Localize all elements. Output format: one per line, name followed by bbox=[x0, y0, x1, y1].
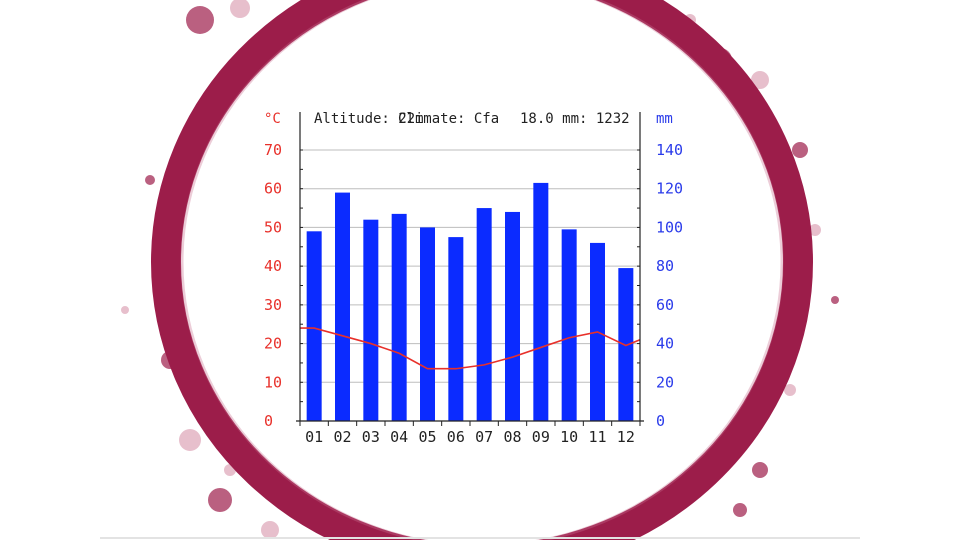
left-tick-label: 50 bbox=[264, 218, 282, 236]
left-tick-label: 70 bbox=[264, 141, 282, 159]
precipitation-bar bbox=[363, 219, 379, 421]
paint-splatter bbox=[230, 0, 250, 18]
precipitation-bar bbox=[533, 182, 549, 421]
left-tick-label: 60 bbox=[264, 180, 282, 198]
paint-splatter bbox=[186, 6, 214, 34]
left-tick-label: 0 bbox=[264, 412, 273, 430]
paint-splatter bbox=[784, 384, 796, 396]
paint-splatter bbox=[733, 503, 747, 517]
paint-splatter bbox=[831, 296, 839, 304]
x-tick-label: 12 bbox=[617, 428, 635, 446]
precipitation-bar bbox=[561, 229, 577, 421]
x-tick-label: 09 bbox=[532, 428, 550, 446]
x-axis-ticks: 01 02 03 04 05 06 07 08 09 10 11 12 bbox=[305, 428, 635, 446]
left-tick-label: 20 bbox=[264, 335, 282, 353]
x-tick-label: 04 bbox=[390, 428, 408, 446]
precipitation-bar bbox=[476, 208, 492, 421]
precipitation-bar bbox=[420, 227, 435, 421]
x-tick-label: 10 bbox=[560, 428, 578, 446]
paint-splatter bbox=[751, 71, 769, 89]
x-tick-label: 01 bbox=[305, 428, 323, 446]
climate-label: Climate: Cfa bbox=[398, 111, 499, 127]
grid-lines bbox=[300, 149, 640, 383]
left-tick-label: 10 bbox=[264, 373, 282, 391]
left-tick-label: 30 bbox=[264, 296, 282, 314]
left-tick-label: 40 bbox=[264, 257, 282, 275]
x-tick-label: 11 bbox=[588, 428, 606, 446]
precipitation-bar bbox=[505, 211, 520, 421]
precipitation-bar bbox=[306, 231, 322, 421]
x-tick-label: 05 bbox=[418, 428, 436, 446]
altitude-label: Altitude: 22m bbox=[314, 111, 424, 127]
x-tick-label: 03 bbox=[362, 428, 380, 446]
precipitation-bar bbox=[618, 268, 634, 421]
right-tick-label: 60 bbox=[656, 296, 674, 314]
paint-splatter bbox=[208, 488, 232, 512]
precipitation-bar bbox=[335, 192, 350, 421]
left-axis-ticks: 0 10 20 30 40 50 60 70 bbox=[264, 141, 282, 430]
right-tick-label: 20 bbox=[656, 373, 674, 391]
precipitation-bar bbox=[391, 213, 407, 421]
paint-splatter bbox=[145, 175, 155, 185]
right-axis-ticks: 0 20 40 60 80 100 120 140 bbox=[656, 141, 683, 430]
paint-splatter bbox=[792, 142, 808, 158]
left-axis-unit: °C bbox=[264, 111, 281, 127]
paint-splatter bbox=[752, 462, 768, 478]
precipitation-bar bbox=[448, 237, 464, 421]
precipitation-bars bbox=[306, 182, 634, 421]
right-tick-label: 40 bbox=[656, 335, 674, 353]
paint-splatter bbox=[179, 429, 201, 451]
axes bbox=[296, 112, 644, 426]
right-tick-label: 80 bbox=[656, 257, 674, 275]
paint-splatter bbox=[261, 521, 279, 539]
ring-outer-band bbox=[151, 0, 813, 540]
right-tick-label: 100 bbox=[656, 218, 683, 236]
x-tick-label: 07 bbox=[475, 428, 493, 446]
right-tick-label: 120 bbox=[656, 180, 683, 198]
x-tick-label: 06 bbox=[447, 428, 465, 446]
ring-inner-edge bbox=[180, 0, 784, 540]
x-tick-label: 02 bbox=[333, 428, 351, 446]
right-tick-label: 140 bbox=[656, 141, 683, 159]
right-tick-label: 0 bbox=[656, 412, 665, 430]
x-tick-label: 08 bbox=[503, 428, 521, 446]
paint-splatter bbox=[121, 306, 129, 314]
annual-summary-label: 18.0 mm: 1232 bbox=[520, 111, 630, 127]
temperature-line bbox=[300, 327, 641, 370]
paint-splatter bbox=[809, 224, 821, 236]
right-axis-unit: mm bbox=[656, 111, 673, 127]
